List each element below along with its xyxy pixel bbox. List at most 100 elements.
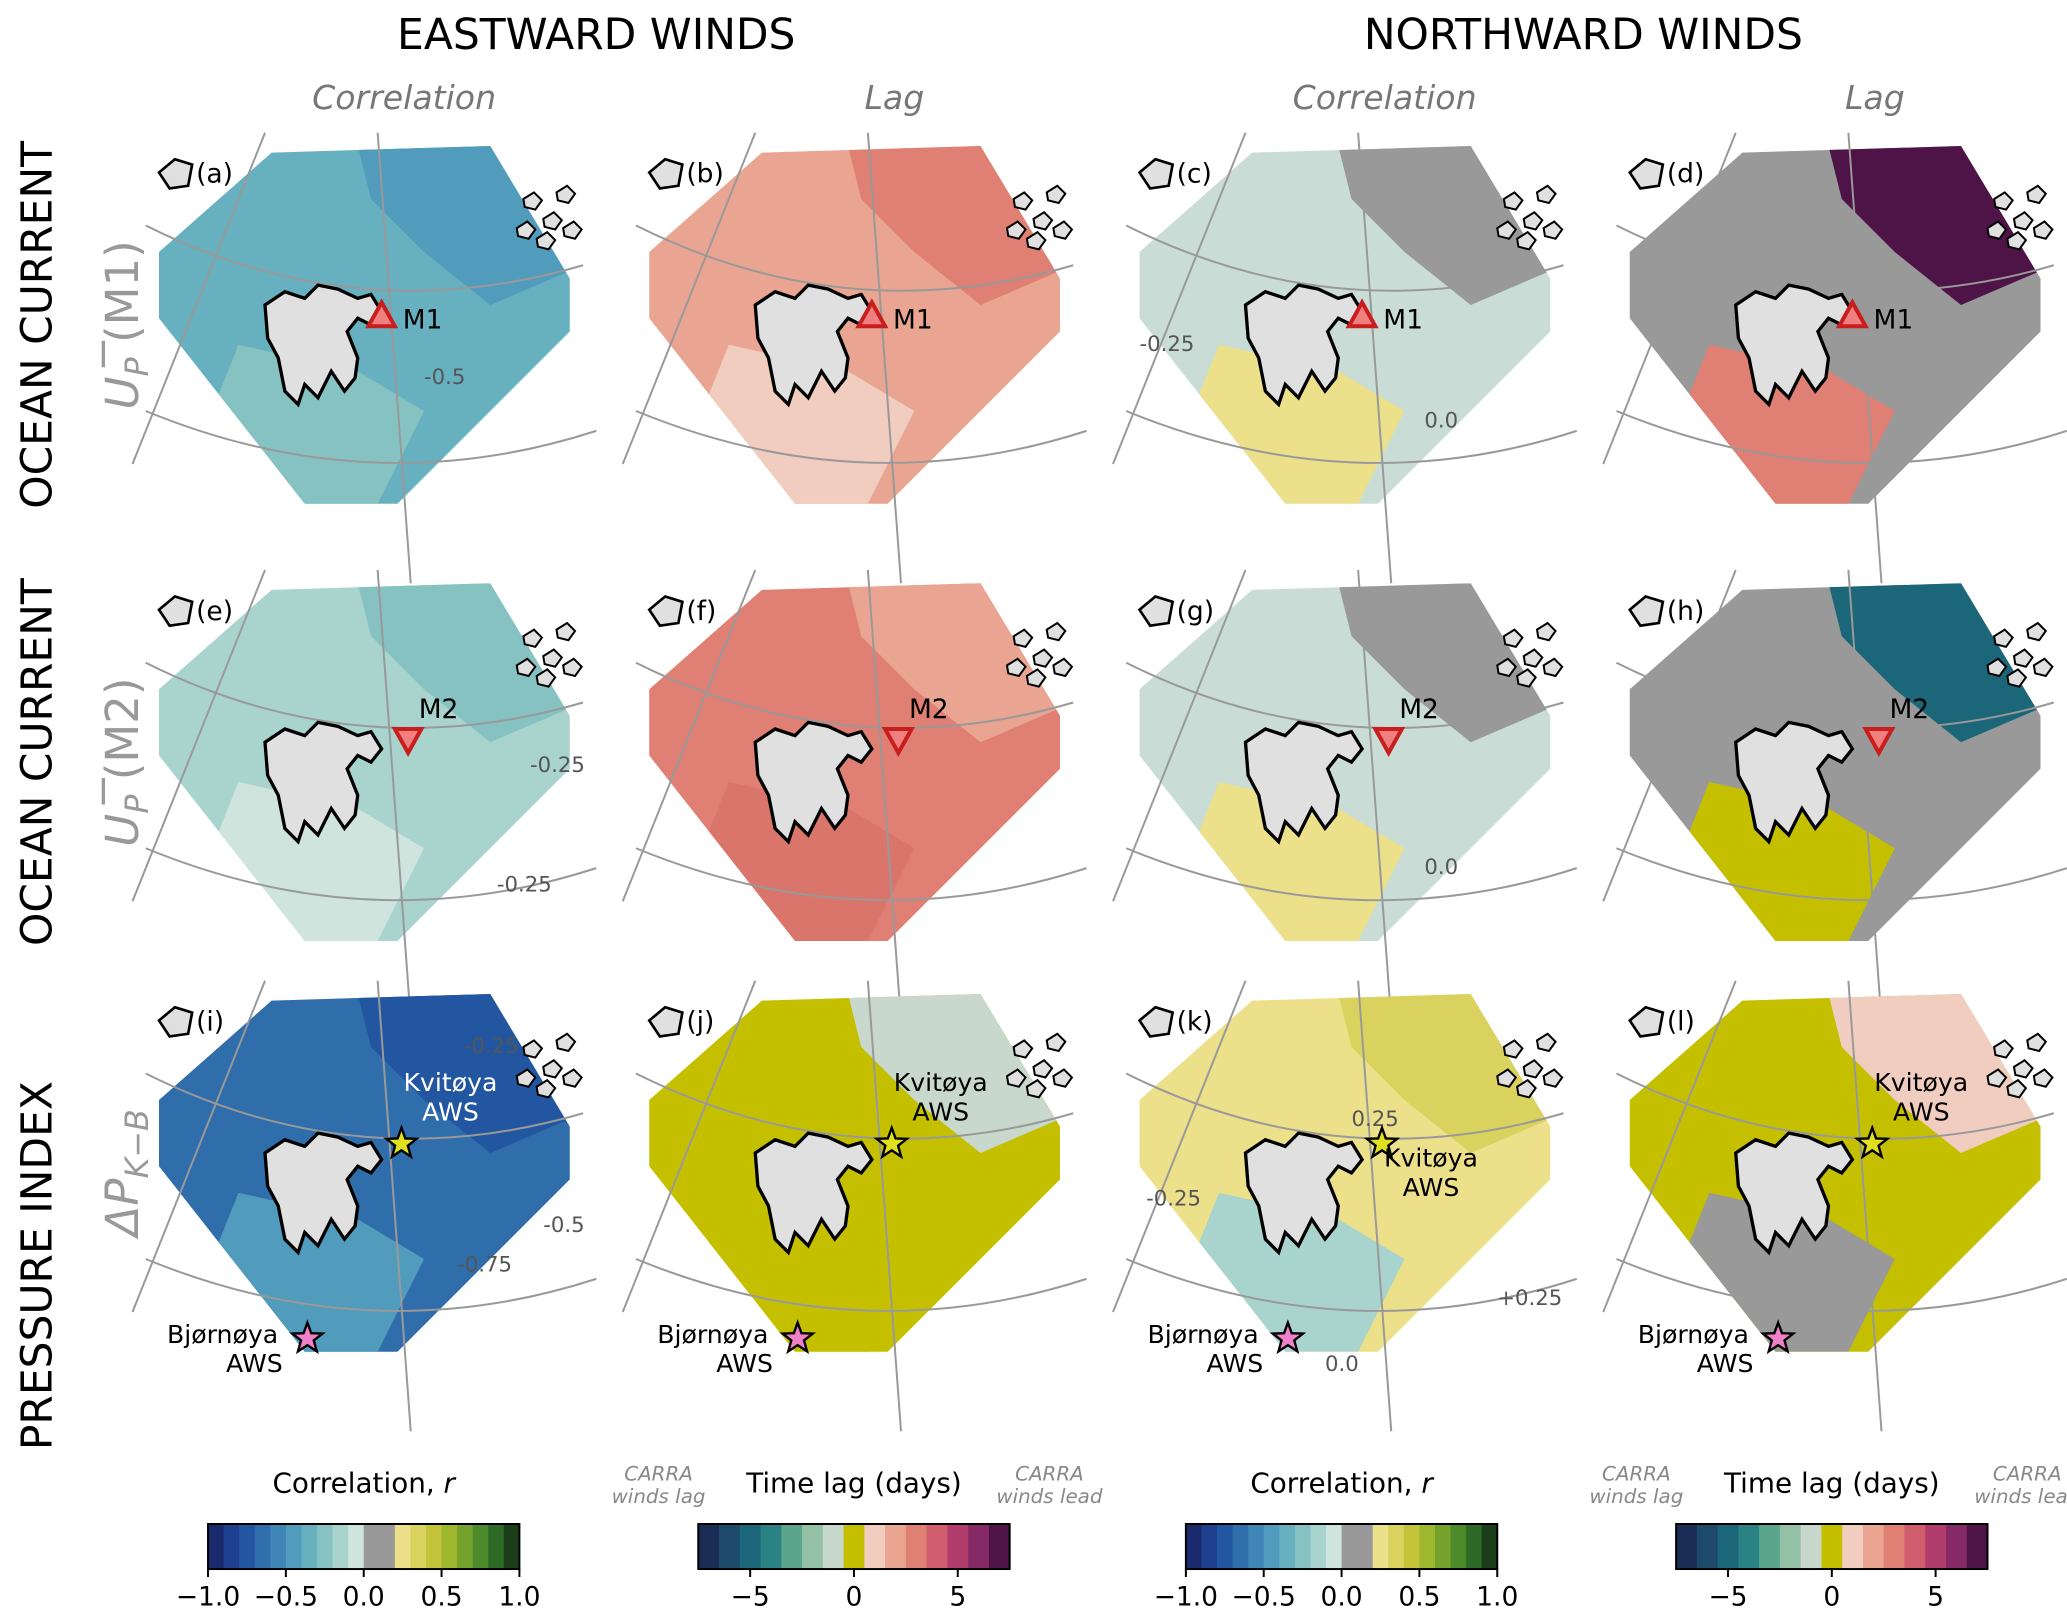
station-type: AWS [226, 1349, 283, 1378]
colorbar-note: CARRA [1015, 1462, 1084, 1485]
station-name: Bjørnøya [1638, 1320, 1749, 1349]
mooring-marker [881, 727, 915, 757]
graticule [635, 1258, 1087, 1312]
graticule [621, 569, 757, 902]
colorbar-swatch [1263, 1524, 1280, 1570]
panel-label: (l) [1667, 1007, 1695, 1038]
franz-josef-land [1025, 1078, 1047, 1099]
panel-label: (e) [196, 596, 233, 627]
colorbar-swatch [698, 1524, 720, 1570]
colorbar-note: winds lag [612, 1485, 706, 1508]
franz-josef-land [1496, 657, 1518, 678]
colorbar-swatch [760, 1524, 782, 1570]
map-panel: (g) 0.0 M2 [1112, 569, 1578, 1021]
row-symbol: UP (M1) [96, 240, 156, 409]
colorbar-swatch [1717, 1524, 1739, 1570]
colorbar-swatch [1966, 1524, 1988, 1570]
greenland [1627, 157, 1665, 190]
mooring-label: M1 [1874, 304, 1914, 335]
franz-josef-land [1993, 1039, 2014, 1059]
franz-josef-land [562, 657, 583, 678]
colorbar-swatch [1434, 1524, 1451, 1570]
colorbar-swatch [822, 1524, 844, 1570]
colorbar-title-text: Correlation, [1250, 1466, 1412, 1499]
franz-josef-land [542, 648, 564, 668]
franz-josef-land [1045, 621, 1067, 642]
colorbar-swatch [254, 1524, 271, 1570]
graticule [1847, 980, 1883, 1432]
franz-josef-land [1522, 648, 1544, 668]
graticule [145, 410, 597, 464]
franz-josef-land [1052, 220, 1074, 240]
graticule [1125, 847, 1578, 902]
contour-label: 0.0 [1424, 408, 1458, 433]
colorbar-swatch [1466, 1524, 1483, 1570]
station-type: AWS [1207, 1349, 1264, 1378]
station-name: Kvitøya [1384, 1144, 1478, 1173]
franz-josef-land [2026, 184, 2048, 205]
franz-josef-land [1496, 1068, 1518, 1088]
graticule [621, 132, 757, 465]
colorbar-swatch [1676, 1524, 1698, 1570]
colorbar-swatch [1779, 1524, 1802, 1570]
greenland [647, 1005, 684, 1038]
svalbard [263, 283, 384, 408]
contour-label: -0.25 [1146, 1185, 1201, 1210]
franz-josef-land [2026, 1032, 2048, 1053]
symbol: U [96, 814, 149, 847]
franz-josef-land [1986, 1068, 2008, 1088]
station-marker [383, 1124, 420, 1160]
colorbar-swatch [1185, 1524, 1202, 1570]
graticule [1125, 1072, 1564, 1140]
contour-label: -0.25 [530, 752, 585, 777]
colorbar-swatch [332, 1524, 349, 1570]
symbol-subscript: K−B [119, 1109, 156, 1178]
franz-josef-land [535, 668, 557, 688]
column-title: Lag [864, 78, 924, 117]
symbol: U [96, 376, 149, 409]
mooring-label: M1 [893, 304, 933, 335]
map-panel: (h) M2 [1602, 569, 2067, 1021]
graticule [1125, 661, 1564, 729]
panel-label: (j) [686, 1007, 714, 1038]
station-name: Kvitøya [1874, 1068, 1968, 1097]
greenland [1627, 595, 1665, 628]
row-title: OCEAN CURRENT [12, 577, 61, 946]
colorbar-swatch [1294, 1524, 1311, 1570]
greenland [1137, 157, 1175, 190]
graticule [1112, 132, 1247, 465]
franz-josef-land [2006, 1078, 2028, 1099]
station-type: AWS [912, 1097, 969, 1126]
graticule [866, 132, 902, 584]
panel-label: (i) [196, 1007, 224, 1038]
mooring-label: M1 [403, 304, 443, 335]
colorbar-variable: r [444, 1466, 457, 1499]
graticule [1125, 1258, 1578, 1312]
symbol-suffix: (M1) [96, 240, 149, 357]
colorbar-swatch [1842, 1524, 1864, 1570]
graticule [621, 980, 757, 1313]
graticule [635, 224, 1074, 292]
greenland [1137, 595, 1175, 628]
panel-label: (b) [686, 159, 724, 190]
franz-josef-land [542, 210, 564, 231]
colorbar-swatch [317, 1524, 333, 1570]
franz-josef-land [1052, 657, 1074, 678]
graticule [635, 661, 1074, 729]
graticule [635, 847, 1087, 902]
graticule [866, 569, 902, 1021]
panel-label: (h) [1667, 596, 1704, 627]
colorbar-note: CARRA [1993, 1462, 2062, 1485]
colorbar-swatch [864, 1524, 886, 1570]
colorbar-swatch [394, 1524, 411, 1570]
symbol: ΔP [96, 1178, 149, 1240]
franz-josef-land [1502, 191, 1524, 211]
colorbar-tick-label: 0.5 [420, 1582, 462, 1613]
graticule [635, 1072, 1074, 1140]
station-name: Bjørnøya [1148, 1320, 1259, 1349]
franz-josef-land [1516, 668, 1537, 688]
franz-josef-land [1025, 230, 1047, 251]
colorbar-tick-label: 0 [846, 1582, 863, 1613]
colorbar-swatch [1201, 1524, 1218, 1570]
